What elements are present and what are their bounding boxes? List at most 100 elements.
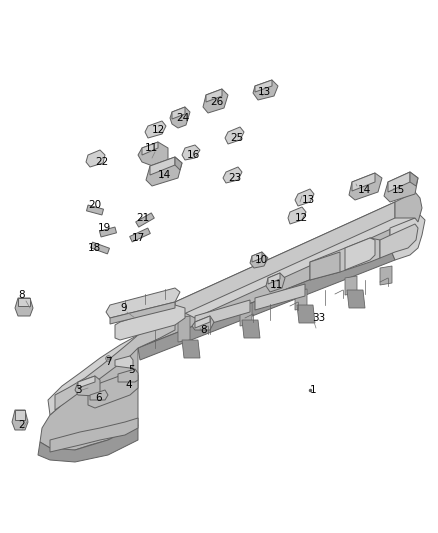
Polygon shape (182, 340, 200, 358)
Polygon shape (252, 252, 262, 262)
Text: 15: 15 (392, 185, 405, 195)
Text: 11: 11 (145, 143, 158, 153)
Text: 12: 12 (152, 125, 165, 135)
Polygon shape (206, 89, 222, 102)
Polygon shape (345, 276, 357, 295)
Polygon shape (310, 238, 380, 280)
Polygon shape (118, 369, 138, 382)
Text: 23: 23 (228, 173, 241, 183)
Polygon shape (349, 173, 382, 200)
Polygon shape (99, 227, 117, 237)
Text: 12: 12 (295, 213, 308, 223)
Polygon shape (297, 305, 315, 323)
Polygon shape (242, 320, 260, 338)
Text: 4: 4 (125, 380, 132, 390)
Polygon shape (295, 289, 307, 310)
Polygon shape (288, 207, 306, 224)
Polygon shape (75, 376, 100, 396)
Polygon shape (50, 418, 138, 452)
Polygon shape (255, 284, 305, 310)
Polygon shape (136, 213, 154, 227)
Polygon shape (255, 80, 272, 92)
Text: 11: 11 (270, 280, 283, 290)
Polygon shape (15, 410, 25, 420)
Polygon shape (390, 215, 425, 260)
Polygon shape (90, 390, 108, 400)
Polygon shape (195, 300, 250, 328)
Polygon shape (347, 290, 365, 308)
Polygon shape (352, 173, 375, 191)
Polygon shape (295, 189, 314, 206)
Text: 14: 14 (158, 170, 171, 180)
Polygon shape (12, 410, 28, 430)
Circle shape (110, 386, 118, 394)
Text: 6: 6 (95, 393, 102, 403)
Polygon shape (266, 273, 285, 292)
Polygon shape (115, 305, 185, 340)
Polygon shape (110, 302, 175, 324)
Polygon shape (86, 150, 105, 167)
Polygon shape (88, 372, 138, 408)
Text: 17: 17 (132, 233, 145, 243)
Text: 8: 8 (200, 325, 207, 335)
Text: 24: 24 (176, 113, 189, 123)
Polygon shape (142, 142, 158, 155)
Polygon shape (203, 89, 228, 113)
Text: 20: 20 (88, 200, 101, 210)
Polygon shape (250, 252, 268, 268)
Text: 2: 2 (18, 420, 25, 430)
Polygon shape (380, 224, 418, 258)
Polygon shape (40, 348, 138, 452)
Polygon shape (78, 376, 95, 388)
Polygon shape (345, 238, 375, 270)
Polygon shape (223, 167, 242, 183)
Polygon shape (138, 142, 168, 168)
Polygon shape (268, 273, 280, 284)
Text: 22: 22 (95, 157, 108, 167)
Polygon shape (195, 316, 210, 328)
Polygon shape (130, 228, 150, 242)
Polygon shape (175, 157, 182, 170)
Polygon shape (395, 192, 422, 222)
Polygon shape (86, 205, 103, 215)
Polygon shape (310, 252, 340, 280)
Polygon shape (115, 356, 133, 368)
Polygon shape (38, 425, 138, 462)
Polygon shape (175, 202, 395, 318)
Text: 5: 5 (128, 365, 134, 375)
Text: 13: 13 (302, 195, 315, 205)
Text: 7: 7 (105, 357, 112, 367)
Polygon shape (48, 335, 138, 415)
Polygon shape (240, 303, 252, 326)
Text: 25: 25 (230, 133, 243, 143)
Polygon shape (15, 298, 33, 316)
Polygon shape (145, 121, 166, 138)
Text: 16: 16 (187, 150, 200, 160)
Text: 33: 33 (312, 313, 325, 323)
Text: 13: 13 (258, 87, 271, 97)
Polygon shape (106, 288, 180, 318)
Text: 8: 8 (18, 290, 25, 300)
Polygon shape (138, 228, 415, 345)
Text: 18: 18 (88, 243, 101, 253)
Text: 19: 19 (98, 223, 111, 233)
Polygon shape (138, 248, 395, 360)
Polygon shape (388, 172, 410, 192)
Polygon shape (380, 266, 392, 285)
Polygon shape (182, 145, 200, 160)
Polygon shape (150, 157, 175, 175)
Polygon shape (175, 202, 415, 318)
Text: 9: 9 (120, 303, 127, 313)
Text: 1: 1 (310, 385, 317, 395)
Polygon shape (178, 316, 190, 342)
Text: 14: 14 (358, 185, 371, 195)
Polygon shape (146, 157, 182, 186)
Text: 10: 10 (255, 255, 268, 265)
Polygon shape (410, 172, 418, 186)
Polygon shape (225, 127, 244, 144)
Polygon shape (172, 107, 185, 119)
Text: 26: 26 (210, 97, 223, 107)
Text: 3: 3 (75, 385, 81, 395)
Polygon shape (55, 318, 175, 410)
Polygon shape (253, 80, 278, 100)
